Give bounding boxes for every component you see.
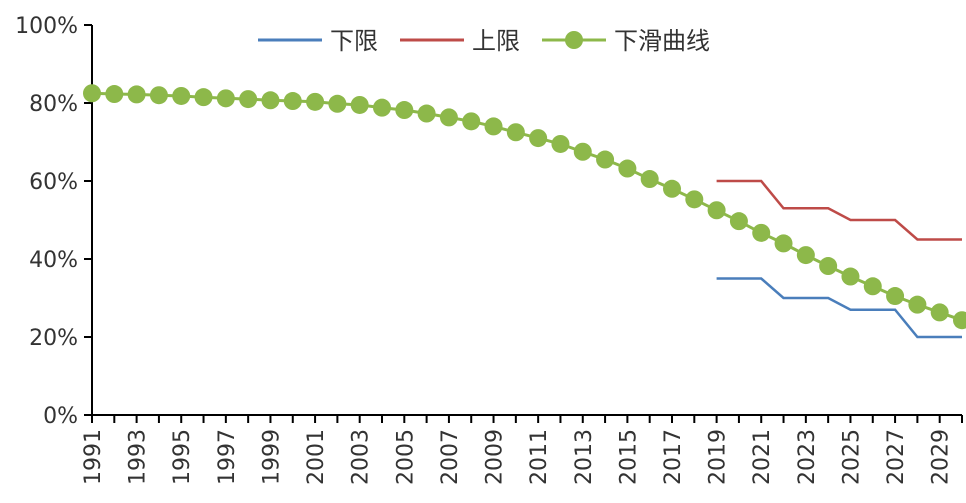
legend-label: 上限 bbox=[472, 27, 520, 55]
x-tick-label: 2025 bbox=[839, 429, 864, 485]
x-tick-label: 2019 bbox=[706, 429, 731, 485]
x-tick-label: 2007 bbox=[438, 429, 463, 485]
legend-label: 下滑曲线 bbox=[614, 27, 710, 55]
x-tick-label: 1995 bbox=[170, 429, 195, 485]
data-point bbox=[506, 123, 525, 142]
data-point bbox=[663, 179, 681, 198]
data-point bbox=[596, 150, 615, 169]
series-layer bbox=[83, 84, 966, 339]
y-tick-label: 0% bbox=[43, 404, 78, 429]
series-下滑曲线 bbox=[83, 84, 966, 330]
legend-label: 下限 bbox=[330, 27, 378, 55]
data-point bbox=[216, 89, 235, 108]
x-tick-label: 2027 bbox=[884, 429, 909, 485]
x-tick-label: 2005 bbox=[393, 429, 418, 485]
x-tick-label: 2017 bbox=[661, 429, 686, 485]
data-point bbox=[105, 85, 124, 104]
series-line bbox=[91, 91, 963, 322]
data-point bbox=[194, 88, 213, 107]
x-tick-label: 2009 bbox=[483, 429, 508, 485]
x-tick-label: 2029 bbox=[929, 429, 954, 485]
x-tick-label: 2021 bbox=[750, 429, 775, 485]
data-point bbox=[127, 85, 146, 104]
data-point bbox=[551, 134, 570, 153]
data-point bbox=[149, 86, 168, 105]
x-tick-label: 1999 bbox=[259, 429, 284, 485]
data-point bbox=[930, 303, 949, 322]
x-tick-label: 1993 bbox=[126, 429, 151, 485]
data-point bbox=[529, 129, 548, 148]
x-tick-label: 2015 bbox=[616, 429, 641, 485]
data-point bbox=[350, 95, 369, 114]
data-point bbox=[908, 295, 927, 314]
series-下限 bbox=[716, 277, 962, 339]
data-point bbox=[484, 117, 503, 136]
series-line bbox=[716, 277, 962, 339]
y-tick-label: 100% bbox=[15, 14, 78, 39]
data-point bbox=[373, 98, 391, 117]
data-point bbox=[172, 86, 191, 105]
data-point bbox=[239, 90, 258, 109]
x-tick-label: 1991 bbox=[81, 429, 106, 485]
data-point bbox=[417, 104, 436, 123]
data-point bbox=[283, 92, 302, 111]
y-tick-label: 60% bbox=[29, 170, 78, 195]
data-point bbox=[462, 112, 481, 131]
data-point bbox=[819, 257, 838, 276]
data-point bbox=[306, 92, 325, 111]
data-point bbox=[573, 142, 592, 161]
data-point bbox=[640, 170, 659, 189]
data-point bbox=[395, 101, 414, 120]
axes: 0% 20% 40% 60% 80% 100% 1991 1993 1995 1997 1999 20… bbox=[15, 14, 963, 485]
data-point bbox=[618, 159, 637, 178]
data-point bbox=[841, 267, 860, 286]
data-point bbox=[729, 212, 748, 231]
data-point bbox=[863, 277, 882, 296]
data-point bbox=[752, 223, 771, 242]
legend-item: 上限 bbox=[400, 27, 520, 55]
y-tick-label: 40% bbox=[29, 248, 78, 273]
series-line bbox=[716, 179, 962, 241]
x-tick-label: 2023 bbox=[795, 429, 820, 485]
y-tick-label: 80% bbox=[29, 92, 78, 117]
data-point bbox=[953, 311, 966, 330]
x-tick-label: 2003 bbox=[349, 429, 374, 485]
y-tick-label: 20% bbox=[29, 326, 78, 351]
legend: 下限 上限 下滑曲线 bbox=[258, 27, 710, 55]
data-point bbox=[439, 108, 458, 127]
x-tick-label: 1997 bbox=[215, 429, 240, 485]
data-point bbox=[774, 234, 793, 253]
data-point bbox=[886, 287, 905, 306]
x-tick-label: 2013 bbox=[572, 429, 597, 485]
data-point bbox=[685, 190, 704, 209]
x-tick-label: 2001 bbox=[304, 429, 329, 485]
data-point bbox=[328, 94, 347, 113]
legend-marker bbox=[565, 31, 583, 49]
x-tick-label: 2011 bbox=[527, 429, 552, 485]
legend-item: 下限 bbox=[258, 27, 378, 55]
data-point bbox=[261, 91, 280, 110]
data-point bbox=[83, 84, 101, 103]
series-上限 bbox=[716, 179, 962, 241]
data-point bbox=[796, 246, 815, 265]
data-point bbox=[707, 201, 726, 220]
legend-item: 下滑曲线 bbox=[542, 27, 710, 55]
